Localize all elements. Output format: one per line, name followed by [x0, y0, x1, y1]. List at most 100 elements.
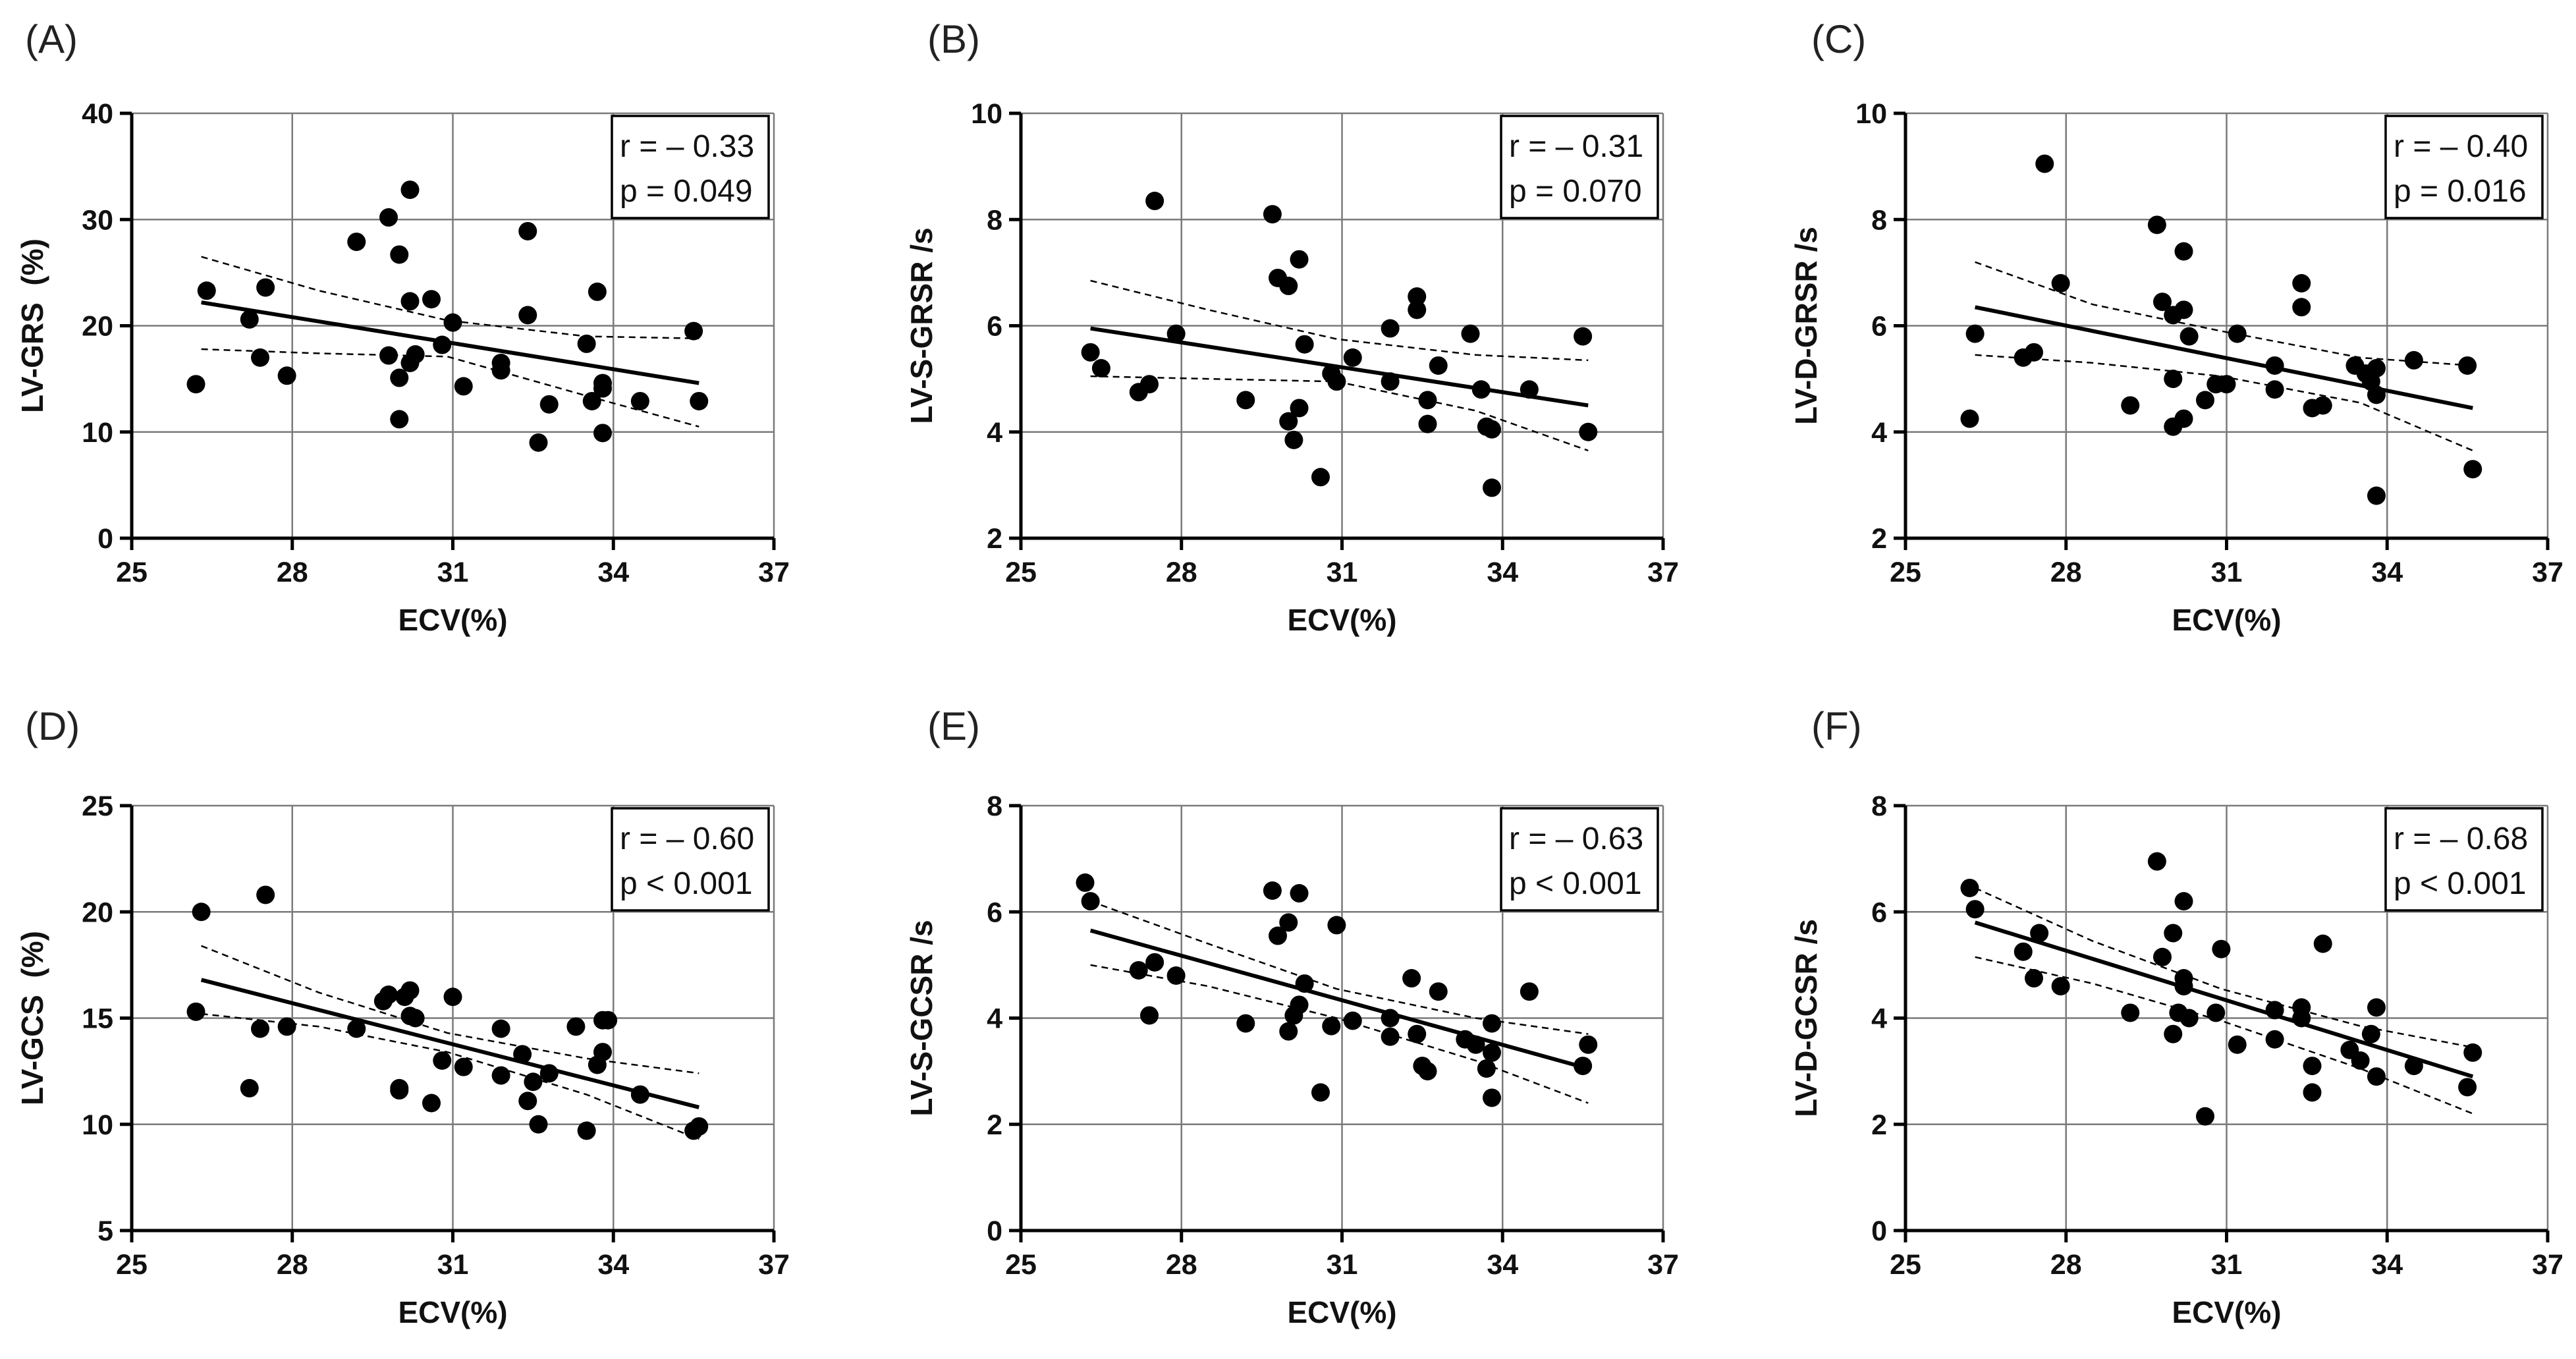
- data-point: [2164, 370, 2183, 389]
- stats-p-value: p = 0.070: [1509, 174, 1642, 209]
- data-point: [2313, 934, 2332, 953]
- y-tick-label: 0: [97, 523, 113, 555]
- data-point: [1408, 1024, 1427, 1043]
- data-point: [422, 1094, 441, 1113]
- data-point: [277, 1017, 296, 1036]
- data-point: [1466, 1035, 1485, 1054]
- data-point: [1381, 1027, 1400, 1046]
- data-point: [690, 391, 709, 410]
- x-tick-label: 31: [2211, 1249, 2243, 1281]
- x-tick-label: 28: [2050, 557, 2082, 588]
- data-point: [2303, 1057, 2322, 1076]
- data-point: [1461, 324, 1480, 343]
- data-point: [400, 180, 420, 200]
- panel-label: (B): [927, 17, 980, 61]
- data-point: [443, 987, 462, 1007]
- y-tick-label: 20: [82, 311, 113, 343]
- data-point: [1965, 324, 1985, 343]
- y-tick-label: 8: [987, 790, 1002, 822]
- data-point: [2174, 242, 2193, 261]
- y-tick-label: 6: [1871, 897, 1887, 928]
- data-point: [588, 282, 607, 301]
- stats-r-value: r = – 0.68: [2394, 821, 2528, 856]
- data-point: [1263, 881, 1282, 900]
- data-point: [2361, 1024, 2380, 1043]
- data-point: [577, 1121, 596, 1140]
- x-tick-label: 34: [597, 1249, 629, 1281]
- data-point: [2303, 1083, 2322, 1102]
- y-tick-label: 4: [1871, 417, 1887, 449]
- data-point: [2147, 215, 2166, 235]
- data-point: [1381, 1009, 1400, 1028]
- y-tick-label: 25: [82, 790, 113, 822]
- ci-lower-line: [1975, 354, 2473, 452]
- data-point: [2179, 327, 2199, 346]
- chart-panel-b: (B) 25 28 31 34 37 2 4 6 8 10 ECV(%) LV-S-GRSR /s r =…: [904, 17, 1679, 637]
- data-point: [1145, 953, 1165, 972]
- data-point: [518, 221, 537, 240]
- data-point: [1381, 372, 1400, 391]
- ci-upper-line: [1090, 279, 1589, 362]
- data-point: [1418, 414, 1437, 433]
- data-point: [347, 233, 366, 252]
- data-point: [1483, 420, 1501, 439]
- regression-line: [200, 978, 699, 1109]
- ci-upper-line: [1975, 261, 2473, 367]
- y-tick-label: 8: [1871, 790, 1887, 822]
- data-point: [2179, 1009, 2199, 1028]
- data-point: [2404, 350, 2423, 370]
- data-point: [2313, 396, 2332, 415]
- y-tick-label: 4: [987, 1003, 1002, 1035]
- data-point: [454, 377, 473, 396]
- y-tick-label: 6: [987, 897, 1002, 928]
- data-point: [1483, 1043, 1501, 1062]
- data-point: [1166, 324, 1186, 343]
- data-point: [1263, 205, 1282, 224]
- data-point: [1236, 1014, 1255, 1033]
- data-point: [1236, 391, 1255, 410]
- y-axis-title: LV-S-GRSR /s: [904, 227, 939, 424]
- y-tick-label: 10: [1855, 98, 1887, 130]
- chart-panel-f: (F) 25 28 31 34 37 0 2 4 6 8 ECV(%) LV-D-GCSR /s r = …: [1789, 704, 2563, 1329]
- data-point: [491, 1019, 510, 1038]
- data-point: [690, 1117, 709, 1136]
- x-axis-title: ECV(%): [1287, 1295, 1396, 1329]
- data-point: [491, 1066, 510, 1085]
- data-point: [1574, 327, 1593, 346]
- data-point: [197, 281, 216, 300]
- data-point: [2463, 1043, 2482, 1062]
- x-tick-label: 31: [2211, 557, 2243, 588]
- stats-p-value: p < 0.001: [620, 866, 753, 901]
- y-axis-title: LV-S-GCSR /s: [904, 920, 939, 1116]
- y-tick-label: 4: [987, 417, 1002, 449]
- data-point: [256, 885, 275, 904]
- data-point: [2206, 1003, 2226, 1022]
- data-point: [1290, 250, 1309, 269]
- data-point: [2212, 939, 2231, 958]
- data-point: [1129, 960, 1148, 980]
- data-point: [1076, 873, 1095, 892]
- panel-label: (E): [927, 704, 980, 748]
- y-tick-label: 0: [987, 1215, 1002, 1247]
- data-point: [1343, 1011, 1362, 1030]
- data-point: [1290, 399, 1309, 418]
- y-tick-label: 2: [1871, 1109, 1887, 1141]
- y-tick-label: 6: [1871, 311, 1887, 343]
- x-tick-label: 37: [758, 557, 790, 588]
- data-point: [1311, 1083, 1330, 1102]
- ci-lower-line: [1090, 964, 1589, 1104]
- data-point: [599, 1011, 618, 1030]
- data-point: [529, 1115, 548, 1134]
- data-point: [2030, 924, 2049, 943]
- data-point: [593, 1043, 612, 1062]
- data-point: [251, 348, 269, 367]
- data-point: [400, 292, 420, 311]
- chart-panel-c: (C) 25 28 31 34 37 2 4 6 8 10 ECV(%) LV-D-GRSR /s r =…: [1789, 17, 2563, 637]
- y-tick-label: 2: [1871, 523, 1887, 555]
- regression-line: [1090, 326, 1589, 408]
- x-tick-label: 31: [1327, 1249, 1358, 1281]
- x-tick-label: 25: [1890, 1249, 1921, 1281]
- data-point: [2292, 1009, 2311, 1028]
- y-tick-label: 6: [987, 311, 1002, 343]
- data-point: [406, 1009, 425, 1028]
